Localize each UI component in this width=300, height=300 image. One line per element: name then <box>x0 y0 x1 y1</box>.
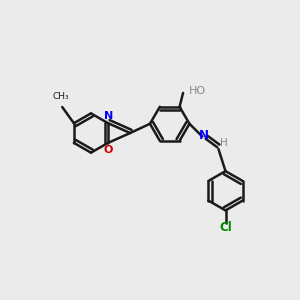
Text: HO: HO <box>189 85 206 96</box>
Text: O: O <box>104 145 113 155</box>
Text: CH₃: CH₃ <box>53 92 69 101</box>
Text: Cl: Cl <box>219 221 232 234</box>
Text: N: N <box>199 129 209 142</box>
Text: N: N <box>104 111 113 121</box>
Text: H: H <box>220 138 227 148</box>
